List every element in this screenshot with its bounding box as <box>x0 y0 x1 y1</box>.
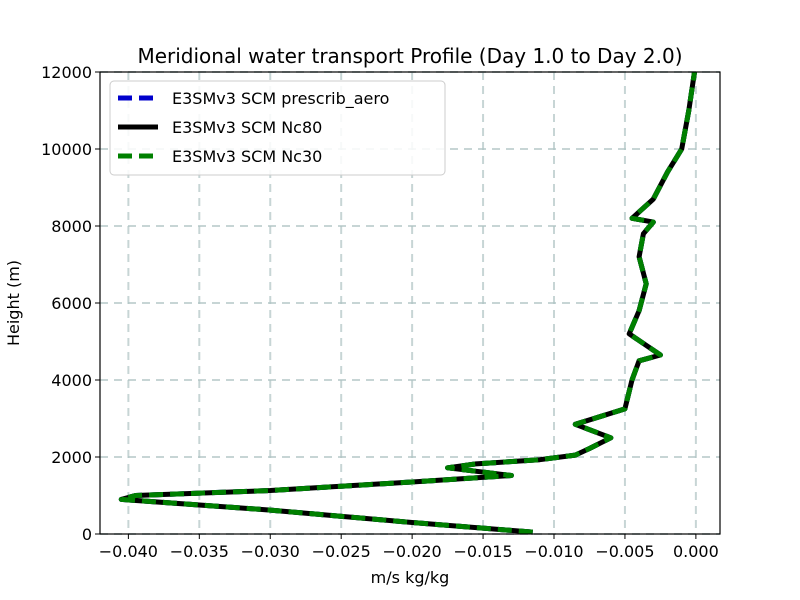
series-layer <box>118 71 697 535</box>
y-tick-label: 2000 <box>51 448 92 467</box>
x-tick-label: −0.030 <box>241 542 300 561</box>
x-ticks: −0.040 −0.035 −0.030 −0.025 −0.020 −0.015 −0.0… <box>99 534 719 561</box>
legend: E3SMv3 SCM prescrib_aero E3SMv3 SCM Nc80… <box>109 80 446 176</box>
y-tick-label: 0 <box>82 525 92 544</box>
y-tick-label: 12000 <box>41 63 92 82</box>
x-tick-label: −0.010 <box>524 542 583 561</box>
legend-label-prescrib-aero: E3SMv3 SCM prescrib_aero <box>172 89 389 109</box>
x-axis-label: m/s kg/kg <box>371 568 450 587</box>
legend-box <box>109 80 446 176</box>
y-tick-label: 10000 <box>41 140 92 159</box>
y-tick-label: 4000 <box>51 371 92 390</box>
y-ticks: 0 2000 4000 6000 8000 10000 12000 <box>41 63 100 544</box>
y-tick-label: 6000 <box>51 294 92 313</box>
y-tick-label: 8000 <box>51 217 92 236</box>
x-tick-label: −0.025 <box>312 542 371 561</box>
x-tick-label: −0.015 <box>453 542 512 561</box>
y-axis-label: Height (m) <box>4 260 23 346</box>
legend-label-nc30: E3SMv3 SCM Nc30 <box>172 147 322 166</box>
x-tick-label: −0.005 <box>595 542 654 561</box>
x-tick-label: −0.040 <box>99 542 158 561</box>
series-line-e3smv3-scm-nc30 <box>118 71 697 535</box>
chart-title: Meridional water transport Profile (Day … <box>137 44 682 68</box>
x-tick-label: −0.035 <box>170 542 229 561</box>
legend-label-nc80: E3SMv3 SCM Nc80 <box>172 118 322 137</box>
x-tick-label: 0.000 <box>673 542 719 561</box>
x-tick-label: −0.020 <box>383 542 442 561</box>
